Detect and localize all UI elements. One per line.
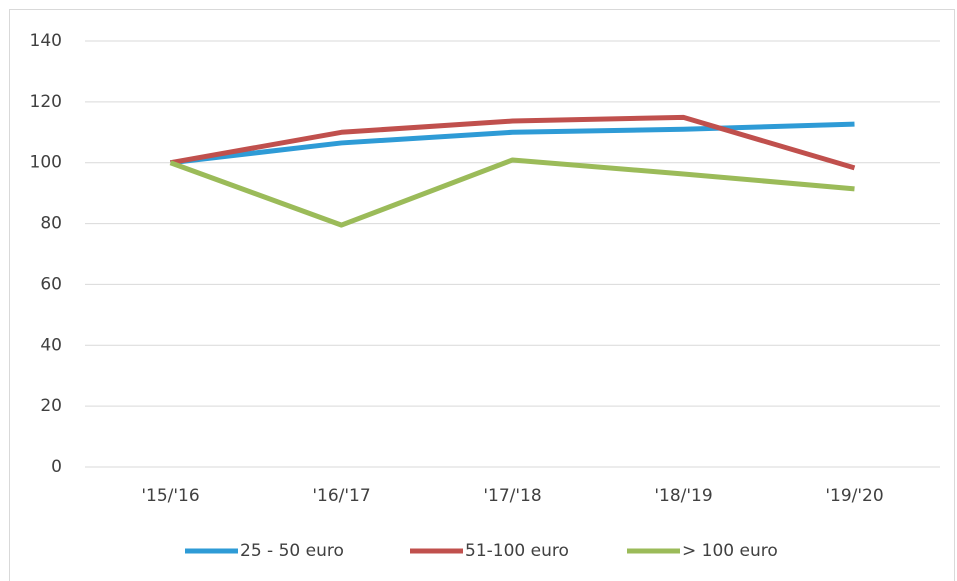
legend-label: 25 - 50 euro <box>240 541 344 561</box>
x-tick-label: '17/'18 <box>483 486 541 506</box>
x-tick-label: '16/'17 <box>312 486 370 506</box>
data-line <box>169 157 855 228</box>
y-tick-label: 0 <box>51 457 62 477</box>
x-tick-label: '19/'20 <box>825 486 883 506</box>
y-tick-label: 140 <box>30 31 62 51</box>
chart-border <box>9 9 955 581</box>
y-tick-label: 40 <box>40 335 62 355</box>
y-tick-label: 120 <box>30 92 62 112</box>
data-line <box>170 114 856 171</box>
data-line <box>170 121 855 166</box>
y-tick-label: 100 <box>30 153 62 173</box>
y-tick-label: 20 <box>40 396 62 416</box>
legend-label: 51-100 euro <box>465 541 569 561</box>
y-tick-label: 80 <box>40 214 62 234</box>
x-tick-label: '18/'19 <box>654 486 712 506</box>
legend-label: > 100 euro <box>682 541 778 561</box>
y-tick-label: 60 <box>40 274 62 294</box>
x-tick-label: '15/'16 <box>141 486 199 506</box>
